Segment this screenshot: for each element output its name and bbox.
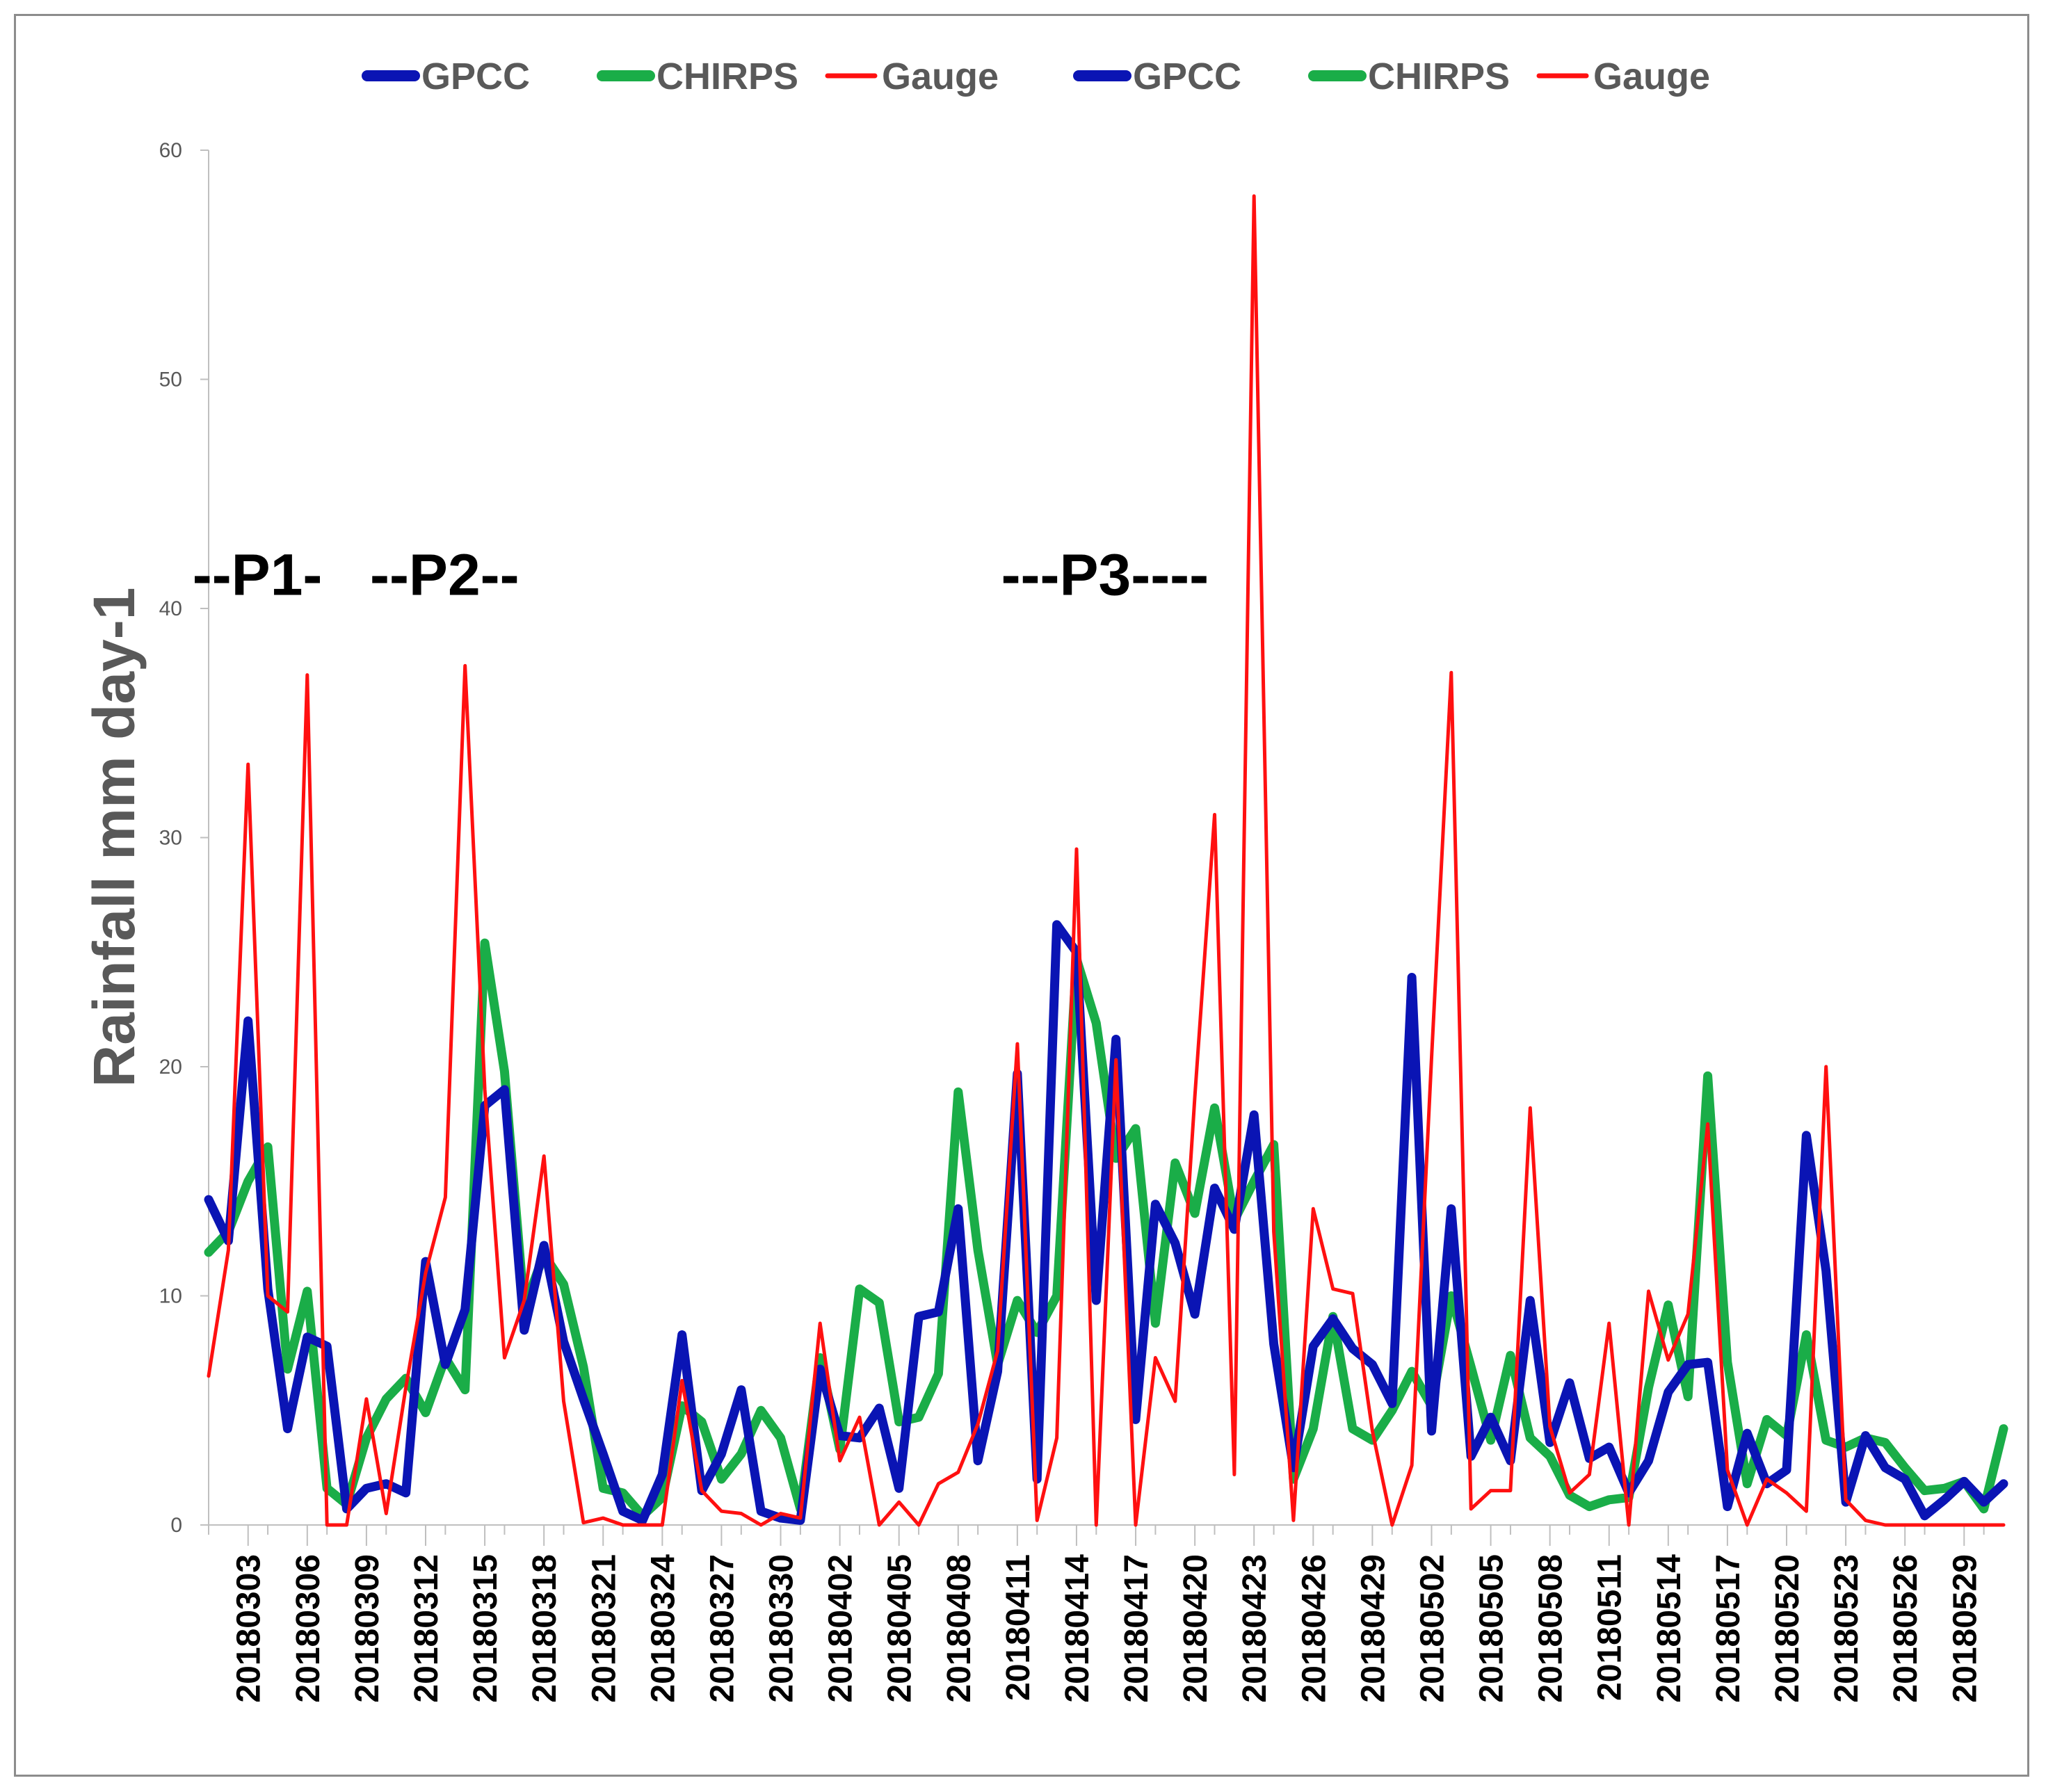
x-tick-label: 20180309	[349, 1554, 386, 1703]
legend-entry: GPCC	[1133, 56, 1241, 97]
legend-entry: Gauge	[882, 56, 999, 97]
x-tick-label: 20180324	[645, 1554, 682, 1703]
x-tick-label: 20180327	[704, 1554, 741, 1703]
y-tick-label: 10	[159, 1285, 182, 1308]
x-tick-label: 20180417	[1118, 1554, 1155, 1703]
x-tick-label: 20180312	[408, 1554, 445, 1703]
x-tick-label: 20180330	[764, 1554, 800, 1703]
y-tick-label: 60	[159, 139, 182, 162]
series-line-gauge	[207, 194, 2006, 1527]
y-tick-label: 20	[159, 1056, 182, 1079]
y-tick-label: 30	[159, 827, 182, 850]
x-tick-label: 20180405	[882, 1554, 919, 1703]
y-axis-label: Rainfall mm day-1	[81, 588, 147, 1088]
x-tick-label: 20180508	[1533, 1554, 1570, 1703]
x-axis: 20180303 20180306 20180309 20180312 20180315…	[208, 1524, 2004, 1703]
x-tick-label: 20180505	[1474, 1554, 1511, 1703]
period-annotation: ---P3----	[1001, 542, 1209, 608]
x-tick-label: 20180526	[1887, 1554, 1924, 1703]
x-tick-label: 20180318	[526, 1554, 563, 1703]
rainfall-chart: GPCC CHIRPS Gauge GPCC CHIRPS Gauge 0 10 20 30 40…	[81, 56, 2008, 1703]
x-tick-label: 20180426	[1296, 1554, 1332, 1703]
period-annotation: --P2--	[370, 542, 519, 608]
x-tick-label: 20180514	[1651, 1554, 1688, 1703]
y-axis: 0 10 20 30 40 50 60	[159, 139, 209, 1537]
x-tick-label: 20180529	[1947, 1554, 1983, 1703]
x-tick-label: 20180414	[1059, 1554, 1096, 1703]
x-tick-label: 20180411	[1000, 1554, 1037, 1701]
x-tick-label: 20180303	[231, 1554, 268, 1703]
series-layer	[204, 194, 2008, 1527]
x-tick-label: 20180502	[1414, 1554, 1451, 1703]
x-tick-label: 20180402	[823, 1554, 860, 1703]
series-line-gpcc	[204, 920, 2008, 1525]
x-tick-label: 20180315	[467, 1554, 504, 1703]
x-tick-label: 20180423	[1237, 1554, 1273, 1703]
chart-frame: GPCC CHIRPS Gauge GPCC CHIRPS Gauge 0 10 20 30 40…	[14, 14, 2029, 1777]
x-tick-label: 20180420	[1177, 1554, 1214, 1703]
legend-entry: CHIRPS	[1368, 56, 1510, 97]
x-tick-label: 20180321	[586, 1554, 622, 1703]
legend-entry: GPCC	[421, 56, 530, 97]
x-tick-label: 20180523	[1828, 1554, 1865, 1703]
period-annotation: --P1-	[193, 542, 323, 608]
x-tick-label: 20180520	[1769, 1554, 1806, 1703]
legend-entry: CHIRPS	[657, 56, 798, 97]
x-tick-label: 20180517	[1710, 1554, 1747, 1703]
x-tick-label: 20180306	[290, 1554, 327, 1703]
x-tick-label: 20180511	[1592, 1554, 1629, 1701]
legend-entry: Gauge	[1593, 56, 1710, 97]
y-tick-label: 0	[170, 1514, 182, 1537]
x-tick-label: 20180429	[1355, 1554, 1392, 1703]
y-tick-label: 50	[159, 369, 182, 392]
annotations: --P1- --P2-- ---P3----	[193, 542, 1209, 608]
legend: GPCC CHIRPS Gauge GPCC CHIRPS Gauge	[362, 56, 1710, 97]
x-tick-label: 20180408	[941, 1554, 978, 1703]
y-tick-label: 40	[159, 597, 182, 620]
